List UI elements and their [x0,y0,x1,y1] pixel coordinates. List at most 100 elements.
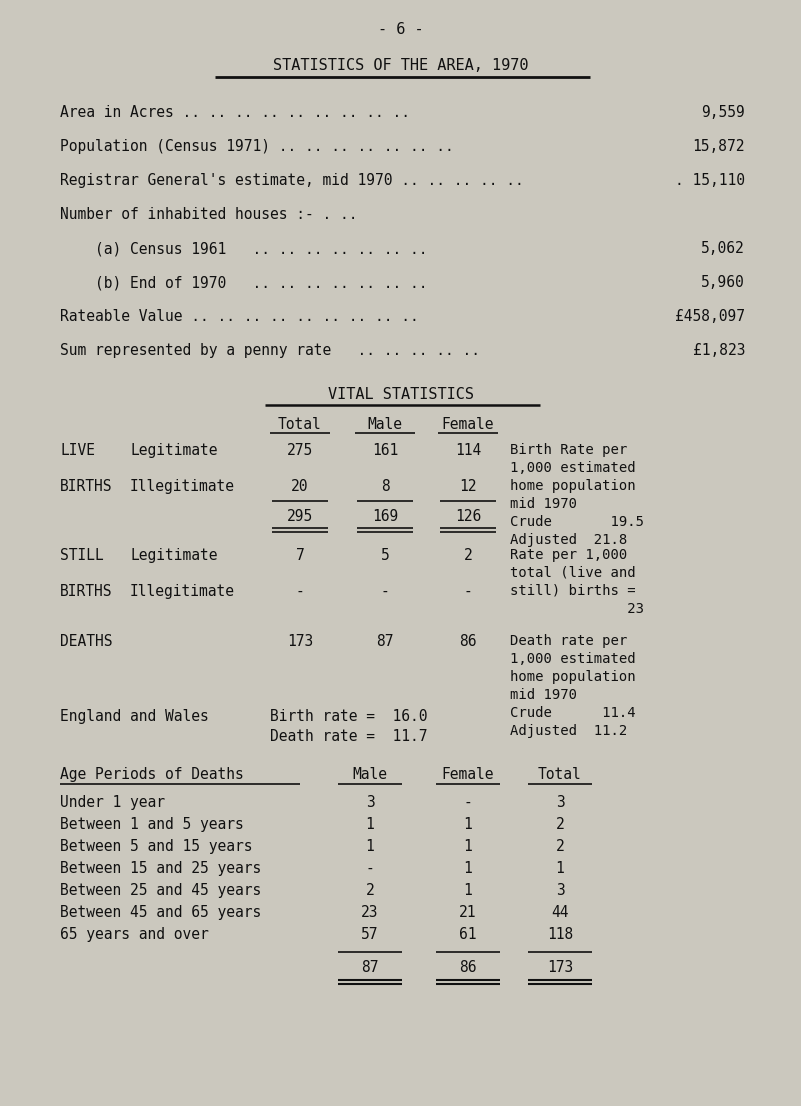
Text: Birth rate =  16.0: Birth rate = 16.0 [270,709,428,724]
Text: Between 15 and 25 years: Between 15 and 25 years [60,860,261,876]
Text: home population: home population [510,670,636,684]
Text: 5,960: 5,960 [701,275,745,290]
Text: Between 5 and 15 years: Between 5 and 15 years [60,839,252,854]
Text: 1: 1 [365,839,374,854]
Text: 86: 86 [459,634,477,649]
Text: 1,000 estimated: 1,000 estimated [510,461,636,474]
Text: 2: 2 [556,839,565,854]
Text: Between 1 and 5 years: Between 1 and 5 years [60,817,244,832]
Text: Between 45 and 65 years: Between 45 and 65 years [60,905,261,920]
Text: 23: 23 [361,905,379,920]
Text: BIRTHS: BIRTHS [60,479,112,494]
Text: 44: 44 [551,905,569,920]
Text: 1: 1 [464,817,473,832]
Text: 2: 2 [464,547,473,563]
Text: Between 25 and 45 years: Between 25 and 45 years [60,883,261,898]
Text: mid 1970: mid 1970 [510,497,577,511]
Text: Rate per 1,000: Rate per 1,000 [510,547,627,562]
Text: 5: 5 [380,547,389,563]
Text: 2: 2 [556,817,565,832]
Text: Under 1 year: Under 1 year [60,795,165,810]
Text: (a) Census 1961   .. .. .. .. .. .. ..: (a) Census 1961 .. .. .. .. .. .. .. [60,241,428,255]
Text: Rateable Value .. .. .. .. .. .. .. .. ..: Rateable Value .. .. .. .. .. .. .. .. .… [60,309,419,324]
Text: Registrar General's estimate, mid 1970 .. .. .. .. ..: Registrar General's estimate, mid 1970 .… [60,173,524,188]
Text: 61: 61 [459,927,477,942]
Text: mid 1970: mid 1970 [510,688,577,702]
Text: 1,000 estimated: 1,000 estimated [510,653,636,666]
Text: 65 years and over: 65 years and over [60,927,209,942]
Text: Crude      11.4: Crude 11.4 [510,706,636,720]
Text: 169: 169 [372,509,398,524]
Text: Crude       19.5: Crude 19.5 [510,515,644,529]
Text: STATISTICS OF THE AREA, 1970: STATISTICS OF THE AREA, 1970 [273,58,528,73]
Text: Sum represented by a penny rate   .. .. .. .. ..: Sum represented by a penny rate .. .. ..… [60,343,480,358]
Text: -: - [380,584,389,599]
Text: 295: 295 [287,509,313,524]
Text: 8: 8 [380,479,389,494]
Text: 1: 1 [464,839,473,854]
Text: Female: Female [441,417,494,432]
Text: Illegitimate: Illegitimate [130,479,235,494]
Text: -: - [464,584,473,599]
Text: 3: 3 [556,795,565,810]
Text: 3: 3 [365,795,374,810]
Text: 1: 1 [365,817,374,832]
Text: Number of inhabited houses :- . ..: Number of inhabited houses :- . .. [60,207,357,222]
Text: 1: 1 [464,860,473,876]
Text: 57: 57 [361,927,379,942]
Text: -: - [296,584,304,599]
Text: 2: 2 [365,883,374,898]
Text: BIRTHS: BIRTHS [60,584,112,599]
Text: 9,559: 9,559 [701,105,745,119]
Text: still) births =: still) births = [510,584,636,598]
Text: . 15,110: . 15,110 [675,173,745,188]
Text: Total: Total [538,766,582,782]
Text: -: - [464,795,473,810]
Text: 87: 87 [376,634,394,649]
Text: 20: 20 [292,479,308,494]
Text: Total: Total [278,417,322,432]
Text: Male: Male [352,766,388,782]
Text: £1,823: £1,823 [693,343,745,358]
Text: 118: 118 [547,927,574,942]
Text: VITAL STATISTICS: VITAL STATISTICS [328,387,473,401]
Text: Adjusted  21.8: Adjusted 21.8 [510,533,627,547]
Text: 3: 3 [556,883,565,898]
Text: 173: 173 [547,960,574,975]
Text: Legitimate: Legitimate [130,547,218,563]
Text: Male: Male [368,417,402,432]
Text: Area in Acres .. .. .. .. .. .. .. .. ..: Area in Acres .. .. .. .. .. .. .. .. .. [60,105,410,119]
Text: Female: Female [441,766,494,782]
Text: Birth Rate per: Birth Rate per [510,444,627,457]
Text: 161: 161 [372,444,398,458]
Text: Population (Census 1971) .. .. .. .. .. .. ..: Population (Census 1971) .. .. .. .. .. … [60,139,453,154]
Text: 87: 87 [361,960,379,975]
Text: 1: 1 [464,883,473,898]
Text: 12: 12 [459,479,477,494]
Text: home population: home population [510,479,636,493]
Text: Death rate per: Death rate per [510,634,627,648]
Text: 15,872: 15,872 [693,139,745,154]
Text: 23: 23 [510,602,644,616]
Text: Death rate =  11.7: Death rate = 11.7 [270,729,428,744]
Text: 21: 21 [459,905,477,920]
Text: 86: 86 [459,960,477,975]
Text: 7: 7 [296,547,304,563]
Text: -: - [365,860,374,876]
Text: Age Periods of Deaths: Age Periods of Deaths [60,766,244,782]
Text: total (live and: total (live and [510,566,636,580]
Text: England and Wales: England and Wales [60,709,209,724]
Text: 114: 114 [455,444,481,458]
Text: 173: 173 [287,634,313,649]
Text: 5,062: 5,062 [701,241,745,255]
Text: Legitimate: Legitimate [130,444,218,458]
Text: Adjusted  11.2: Adjusted 11.2 [510,724,627,738]
Text: £458,097: £458,097 [675,309,745,324]
Text: Illegitimate: Illegitimate [130,584,235,599]
Text: 275: 275 [287,444,313,458]
Text: DEATHS: DEATHS [60,634,112,649]
Text: (b) End of 1970   .. .. .. .. .. .. ..: (b) End of 1970 .. .. .. .. .. .. .. [60,275,428,290]
Text: 126: 126 [455,509,481,524]
Text: LIVE: LIVE [60,444,95,458]
Text: 1: 1 [556,860,565,876]
